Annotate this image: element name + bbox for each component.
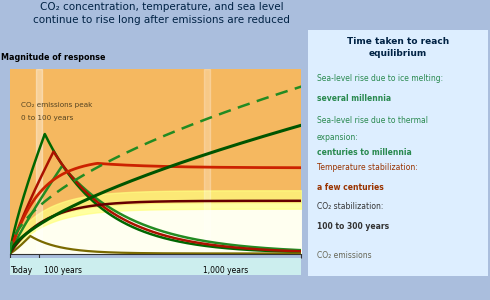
Text: Today: Today bbox=[11, 266, 33, 275]
Text: Sea-level rise due to ice melting:: Sea-level rise due to ice melting: bbox=[317, 74, 443, 83]
Text: Temperature stabilization:: Temperature stabilization: bbox=[317, 163, 417, 172]
Text: CO₂ emissions peak: CO₂ emissions peak bbox=[22, 102, 93, 108]
Text: 1,000 years: 1,000 years bbox=[203, 266, 248, 275]
Text: 100 years: 100 years bbox=[44, 266, 82, 275]
Text: CO₂ emissions: CO₂ emissions bbox=[317, 251, 371, 260]
Text: expansion:: expansion: bbox=[317, 133, 359, 142]
Text: Magnitude of response: Magnitude of response bbox=[1, 52, 105, 62]
Text: 100 to 300 years: 100 to 300 years bbox=[317, 222, 389, 231]
Bar bbox=[36, 69, 42, 254]
Bar bbox=[204, 69, 210, 254]
Text: Sea-level rise due to thermal: Sea-level rise due to thermal bbox=[317, 116, 428, 125]
Text: Time taken to reach
equilibrium: Time taken to reach equilibrium bbox=[347, 38, 449, 58]
Text: 0 to 100 years: 0 to 100 years bbox=[22, 115, 74, 121]
Text: CO₂ concentration, temperature, and sea level
continue to rise long after emissi: CO₂ concentration, temperature, and sea … bbox=[33, 2, 290, 25]
Text: CO₂ stabilization:: CO₂ stabilization: bbox=[317, 202, 383, 211]
Text: centuries to millennia: centuries to millennia bbox=[317, 148, 412, 157]
Text: several millennia: several millennia bbox=[317, 94, 391, 103]
Text: a few centuries: a few centuries bbox=[317, 182, 384, 191]
